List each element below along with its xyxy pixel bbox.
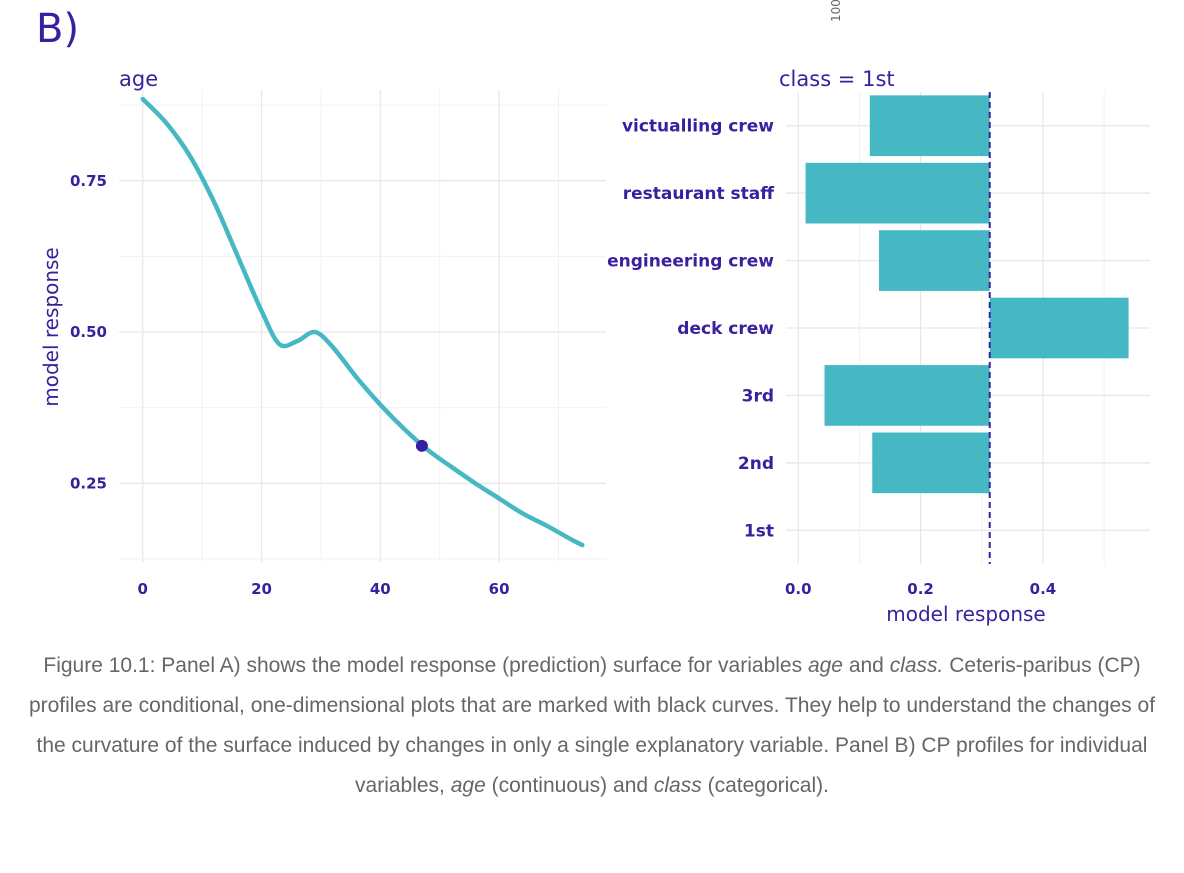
class-bars	[805, 95, 1129, 494]
age-profile-line	[140, 96, 585, 548]
age-y-tick-label: 0.25	[70, 474, 107, 492]
class-x-ticks: 0.0 0.2 0.4	[785, 580, 1056, 598]
class-bar	[989, 297, 1129, 359]
class-bar	[824, 365, 990, 426]
age-panel-title: age	[119, 67, 158, 91]
caption-segment: (categorical).	[701, 774, 829, 797]
class-x-axis-label: model response	[886, 602, 1045, 626]
class-category-label: victualling crew	[622, 117, 774, 137]
class-bar	[878, 230, 990, 291]
class-category-label: 1st	[744, 521, 774, 541]
caption-segment: and	[842, 654, 890, 677]
caption-segment: class.	[889, 654, 944, 677]
age-x-tick-label: 40	[370, 580, 391, 598]
class-x-tick-label: 0.4	[1030, 580, 1057, 598]
observation-point	[415, 439, 428, 452]
age-y-tick-label: 0.50	[70, 323, 107, 341]
age-profile-panel: age 0 20 40 60 0.25 0.50 0.75 model response	[39, 67, 606, 598]
caption-segment: class	[653, 774, 702, 797]
figure-caption: Figure 10.1: Panel A) shows the model re…	[0, 646, 1184, 806]
class-category-label: 2nd	[738, 454, 774, 474]
panel-tag: B)	[36, 6, 79, 52]
caption-segment: Ceteris-paribus (CP) profiles are condit…	[28, 654, 1156, 797]
class-panel-title: class = 1st	[779, 67, 895, 91]
class-bar	[872, 432, 990, 494]
caption-segment: (continuous) and	[485, 774, 654, 797]
class-bar	[805, 162, 990, 224]
age-x-tick-label: 20	[251, 580, 272, 598]
age-x-tick-label: 60	[489, 580, 510, 598]
age-y-tick-label: 0.75	[70, 172, 107, 190]
caption-segment: Figure 10.1: Panel A) shows the model re…	[43, 654, 808, 677]
class-category-labels: victualling crew restaurant staff engineer…	[607, 117, 774, 542]
cropped-top-label: 100	[829, 0, 843, 22]
class-category-label: 3rd	[742, 386, 774, 406]
class-x-tick-label: 0.2	[907, 580, 934, 598]
caption-segment: age	[807, 654, 843, 677]
class-category-label: engineering crew	[607, 252, 774, 272]
age-gridlines	[119, 90, 606, 562]
class-x-tick-label: 0.0	[785, 580, 812, 598]
age-y-axis-label: model response	[39, 247, 63, 406]
age-x-ticks: 0 20 40 60	[138, 580, 510, 598]
age-x-tick-label: 0	[138, 580, 148, 598]
class-bar	[869, 95, 990, 157]
class-category-label: deck crew	[677, 319, 774, 339]
figure: B) 100 age 0 20 40 60 0.25 0.50 0.75 model re…	[36, 0, 1150, 626]
age-y-ticks: 0.25 0.50 0.75	[70, 172, 107, 493]
class-profile-panel: class = 1st victualling crew restaurant s…	[607, 67, 1150, 626]
caption-segment: age	[450, 774, 486, 797]
class-category-label: restaurant staff	[623, 184, 774, 204]
